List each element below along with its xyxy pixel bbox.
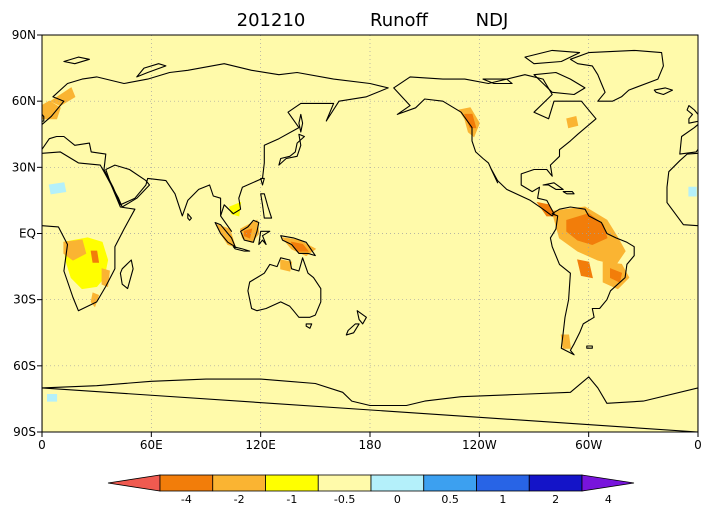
colorbar-segment xyxy=(371,475,424,491)
colorbar-label: 0.5 xyxy=(441,493,459,506)
anomaly-sahara-wet xyxy=(705,183,712,194)
colorbar-label: 4 xyxy=(605,493,612,506)
anomaly-antarctic-wet xyxy=(48,395,57,402)
colorbar-label: -4 xyxy=(181,493,192,506)
colorbar-segment xyxy=(266,475,319,491)
anomaly-atlantic-wet xyxy=(33,187,40,196)
colorbar-legend: -4 -2 -1 -0.5 0 0.5 1 2 4 xyxy=(108,475,634,506)
colorbar-label: 1 xyxy=(499,493,506,506)
anomaly-antarctic-wet xyxy=(704,395,712,402)
title-date: 201210 xyxy=(237,10,306,31)
anomaly-scandinavia xyxy=(707,88,712,106)
colorbar-segment xyxy=(477,475,530,491)
anomaly-zambia xyxy=(91,251,98,262)
colorbar-label: 2 xyxy=(552,493,559,506)
y-tick-label: 30S xyxy=(13,293,36,307)
x-tick-label: 120W xyxy=(462,438,497,452)
colorbar-segment xyxy=(213,475,266,491)
anomaly-atlantic-wet xyxy=(689,187,696,196)
x-tick-label: 120E xyxy=(245,438,276,452)
colorbar-segment xyxy=(160,475,213,491)
title-variable: Runoff xyxy=(370,10,429,31)
colorbar-segment xyxy=(318,475,371,491)
y-tick-label: 90S xyxy=(13,425,36,439)
colorbar-label: -0.5 xyxy=(334,493,355,506)
y-tick-label: 60N xyxy=(12,94,36,108)
anomaly-quebec xyxy=(567,117,578,128)
colorbar-segment xyxy=(529,475,582,491)
coastline-antarctica xyxy=(0,377,42,432)
colorbar-arrow-low xyxy=(108,475,160,491)
y-tick-label: EQ xyxy=(19,227,36,241)
anomaly-mozambique xyxy=(102,269,109,287)
y-axis-ticks: 90N 60N 30N EQ 30S 60S 90S xyxy=(12,28,42,439)
colorbar-label: -2 xyxy=(234,493,245,506)
coastline-greenland xyxy=(0,50,7,101)
y-tick-label: 60S xyxy=(13,359,36,373)
coastline-antarctica xyxy=(698,377,712,432)
x-tick-label: 60E xyxy=(140,438,163,452)
chart-title: 201210 Runoff NDJ xyxy=(237,10,509,31)
colorbar-segment xyxy=(424,475,477,491)
y-tick-label: 90N xyxy=(12,28,36,42)
x-tick-label: 180 xyxy=(359,438,382,452)
title-season: NDJ xyxy=(476,10,509,31)
x-tick-label: 0 xyxy=(38,438,46,452)
y-tick-label: 30N xyxy=(12,160,36,174)
anomaly-sahara-wet xyxy=(49,183,65,194)
x-tick-label: 60W xyxy=(575,438,602,452)
anomaly-europe-west xyxy=(698,101,712,119)
colorbar-label: -1 xyxy=(286,493,297,506)
x-axis-ticks: 0 60E 120E 180 120W 60W 0 xyxy=(38,432,702,452)
colorbar-label: 0 xyxy=(394,493,401,506)
colorbar-arrow-high xyxy=(582,475,634,491)
x-tick-label: 0 xyxy=(694,438,702,452)
